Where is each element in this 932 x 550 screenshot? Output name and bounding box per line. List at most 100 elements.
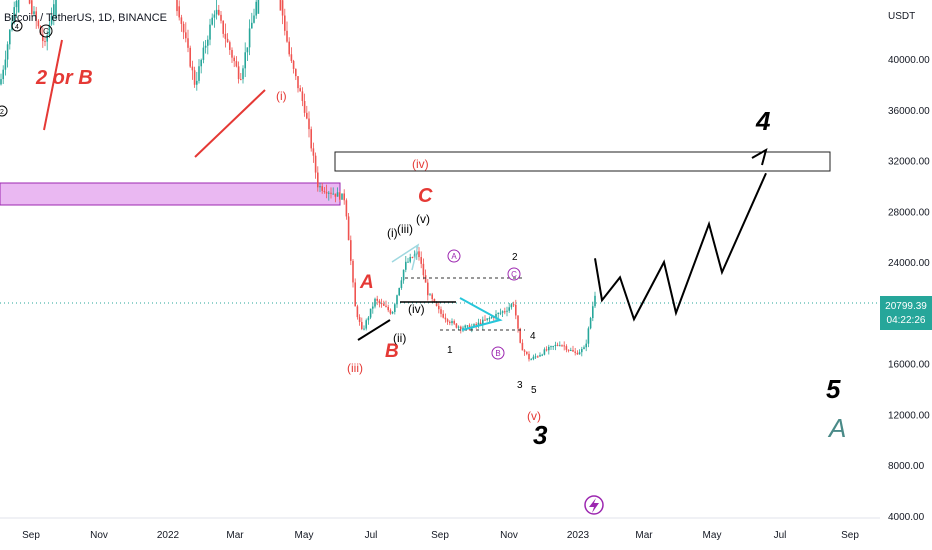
svg-text:C: C: [43, 27, 49, 36]
y-tick-label: 28000.00: [888, 207, 930, 218]
candle-body: [6, 44, 9, 60]
candle-body: [438, 305, 440, 310]
candle-body: [224, 33, 227, 39]
candle-body: [460, 326, 462, 329]
candle-body: [240, 79, 242, 81]
candle-body: [427, 282, 429, 296]
candle-body: [257, 0, 260, 14]
label-iv-red: (iv): [412, 157, 429, 171]
label-i-black: (i): [387, 226, 398, 240]
candle-body: [497, 312, 499, 315]
label-big-a-red: A: [359, 272, 374, 293]
candle-body: [365, 320, 367, 329]
circle-label-2-left: 2: [0, 105, 8, 117]
candle-body: [354, 282, 356, 307]
candle-body: [299, 88, 301, 92]
candle-body: [541, 354, 543, 356]
candle-body: [559, 345, 561, 347]
candle-body: [422, 263, 425, 276]
candle-body: [39, 26, 42, 35]
candle-body: [521, 342, 524, 351]
target-zone-box[interactable]: [334, 151, 831, 172]
candle-body: [53, 4, 55, 16]
candle-body: [440, 309, 442, 314]
candle-body: [204, 45, 207, 48]
candle-body: [552, 346, 554, 348]
candle-body: [385, 305, 387, 307]
time-axis[interactable]: Sep Nov 2022 Mar May Jul Sep Nov 2023 Mar May Jul Se…: [0, 517, 880, 541]
trendline-red-2[interactable]: [43, 39, 63, 131]
candle-body: [0, 79, 2, 85]
candle-body: [501, 311, 504, 313]
candle-body: [50, 15, 53, 25]
candle-body: [189, 47, 191, 67]
candle-body: [17, 0, 20, 13]
x-tick-label: Mar: [226, 530, 244, 541]
candle-body: [587, 328, 590, 344]
svg-text:C: C: [511, 270, 517, 279]
candle-body: [556, 344, 559, 346]
candle-body: [446, 319, 449, 322]
candle-body: [46, 35, 48, 42]
candle-body: [202, 47, 205, 60]
candle-body: [255, 1, 257, 16]
candle-body: [545, 349, 548, 351]
trendline-red-1[interactable]: [194, 89, 266, 158]
price-tag: 20799.39 04:22:26: [880, 296, 932, 330]
candle-body: [495, 314, 497, 319]
circle-label-b: B: [491, 346, 505, 360]
price-axis[interactable]: USDT 40000.00 36000.00 32000.00 28000.00 240…: [880, 0, 932, 550]
candle-body: [361, 321, 363, 329]
label-n1: 1: [447, 345, 453, 356]
projection-path[interactable]: [594, 172, 767, 322]
candle-body: [398, 287, 400, 296]
candle-body: [565, 346, 568, 350]
candle-body: [572, 349, 574, 352]
candle-body: [424, 275, 427, 283]
candle-body: [328, 192, 330, 194]
candle-body: [407, 261, 409, 263]
candle-body: [345, 200, 348, 217]
candle-body: [578, 352, 581, 355]
circle-label-c-top: C: [39, 24, 53, 38]
wedge-light[interactable]: [391, 243, 420, 271]
candle-body: [400, 280, 403, 288]
candle-body: [462, 327, 464, 329]
candle-body: [33, 11, 35, 15]
label-wave-3: 3: [533, 420, 548, 450]
projection-arrowhead: [751, 147, 768, 166]
candle-body: [539, 354, 541, 357]
trendline-black-1[interactable]: [357, 319, 391, 341]
candle-body: [215, 9, 218, 15]
label-n3: 3: [517, 380, 523, 391]
candle-body: [279, 0, 282, 11]
candle-body: [55, 0, 57, 20]
label-2-or-b: 2 or B: [35, 67, 93, 89]
candle-body: [209, 24, 211, 40]
candle-body: [295, 68, 297, 77]
candle-body: [341, 193, 343, 200]
label-v-red: (v): [527, 409, 541, 423]
triangle-cyan[interactable]: [459, 297, 503, 331]
candle-body: [246, 47, 249, 53]
candle-body: [563, 345, 565, 347]
candle-body: [405, 261, 407, 270]
candle-body: [383, 303, 385, 306]
svg-text:4: 4: [15, 24, 19, 31]
svg-text:2: 2: [0, 109, 4, 116]
candle-body: [510, 304, 513, 308]
lightning-event-icon[interactable]: [584, 495, 604, 515]
candle-body: [330, 192, 332, 194]
circle-label-c: C: [507, 267, 521, 281]
candle-body: [323, 190, 326, 192]
resistance-zone-purple[interactable]: [0, 182, 341, 206]
x-tick-label: 2022: [157, 530, 180, 541]
x-tick-label: 2023: [567, 530, 590, 541]
candle-body: [490, 317, 493, 319]
candle-body: [482, 319, 484, 325]
candle-body: [453, 321, 455, 324]
candle-body: [13, 7, 15, 23]
candle-body: [512, 304, 515, 306]
candle-body: [31, 0, 33, 15]
